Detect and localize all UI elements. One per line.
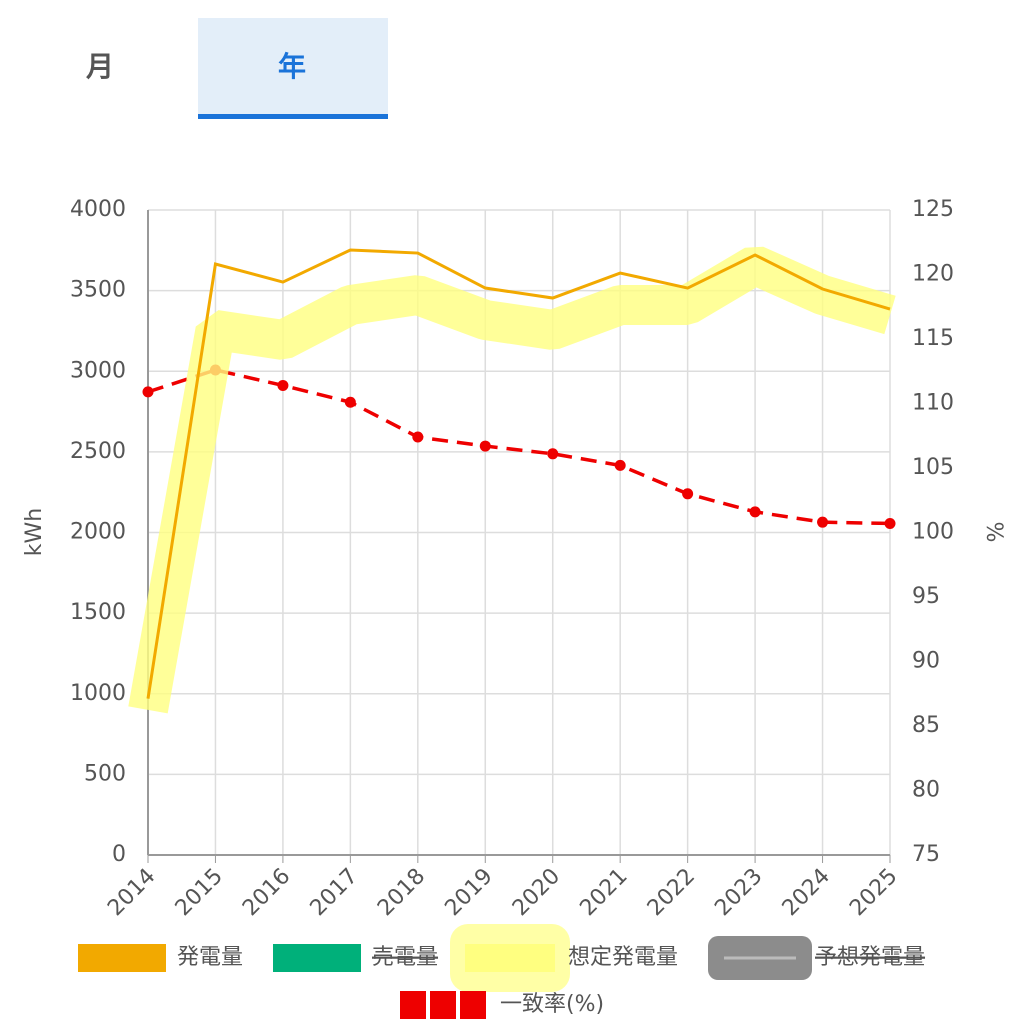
point <box>547 448 559 460</box>
y-tick-label: 3000 <box>70 358 126 383</box>
x-tick-label: 2015 <box>171 864 228 921</box>
point <box>412 431 424 443</box>
tab-indicator <box>198 114 388 119</box>
point <box>277 379 289 391</box>
point <box>884 517 896 529</box>
point <box>817 516 829 528</box>
x-tick-label: 2017 <box>306 864 363 921</box>
y2-tick-label: 100 <box>912 520 954 545</box>
x-tick-label: 2024 <box>778 864 835 921</box>
tab-selected-bg <box>198 18 388 118</box>
line <box>146 248 891 699</box>
legend-label[interactable]: 予想発電量 <box>815 945 925 970</box>
x-tick-label: 2021 <box>575 864 632 921</box>
y-tick-label: 500 <box>84 761 126 786</box>
y2-tick-label: 120 <box>912 262 954 287</box>
x-tick-label: 2014 <box>103 864 160 921</box>
tab[interactable]: 年 <box>278 50 306 83</box>
point <box>614 459 626 471</box>
y-tick-label: 2500 <box>70 439 126 464</box>
y2-tick-label: 105 <box>912 455 954 480</box>
legend-label[interactable]: 売電量 <box>372 945 438 970</box>
y-axis-label: kWh <box>22 508 47 556</box>
band-line <box>128 246 896 714</box>
y-tick-label: 0 <box>112 842 126 867</box>
x-tick-label: 2019 <box>440 864 497 921</box>
legend-swatch <box>78 944 166 972</box>
y-tick-label: 4000 <box>70 197 126 222</box>
tab[interactable]: 月 <box>85 50 114 83</box>
x-tick-label: 2020 <box>508 864 565 921</box>
y2-tick-label: 110 <box>912 391 954 416</box>
legend-label[interactable]: 想定発電量 <box>568 945 678 970</box>
y2-tick-label: 115 <box>912 326 954 351</box>
point <box>749 506 761 518</box>
y-tick-label: 1500 <box>70 600 126 625</box>
y2-tick-label: 85 <box>912 713 940 738</box>
y2-axis-label: % <box>981 522 1006 543</box>
dashed-line <box>147 368 891 526</box>
point <box>479 440 491 452</box>
legend-label[interactable]: 発電量 <box>177 945 243 970</box>
x-tick-label: 2023 <box>710 864 767 921</box>
x-tick-label: 2025 <box>845 864 902 921</box>
y-tick-label: 2000 <box>70 520 126 545</box>
y2-tick-label: 80 <box>912 778 940 803</box>
point <box>142 386 154 398</box>
y2-tick-label: 125 <box>912 197 954 222</box>
y2-tick-label: 75 <box>912 842 940 867</box>
x-tick-label: 2022 <box>643 864 700 921</box>
x-tick-label: 2016 <box>238 864 295 921</box>
x-tick-label: 2018 <box>373 864 430 921</box>
point <box>344 396 356 408</box>
y2-tick-label: 90 <box>912 649 940 674</box>
y-tick-label: 3500 <box>70 278 126 303</box>
legend-swatch <box>465 944 555 972</box>
y2-tick-label: 95 <box>912 584 940 609</box>
legend-label[interactable]: 一致率(%) <box>500 992 604 1017</box>
y-tick-label: 1000 <box>70 681 126 706</box>
point <box>682 488 694 500</box>
legend-swatch <box>273 944 361 972</box>
